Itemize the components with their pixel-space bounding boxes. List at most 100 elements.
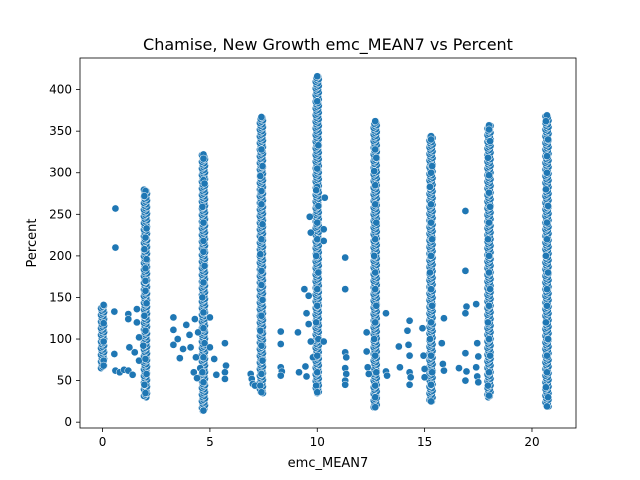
data-point — [542, 318, 550, 327]
data-point — [543, 152, 551, 160]
data-point — [544, 202, 552, 210]
data-point — [295, 368, 303, 377]
y-tick-label: 250 — [49, 207, 72, 221]
data-point — [304, 291, 313, 300]
data-point — [427, 285, 435, 293]
data-point — [427, 200, 435, 209]
data-point — [198, 202, 207, 211]
data-point — [191, 315, 199, 323]
data-point — [313, 97, 322, 106]
data-point — [133, 318, 141, 327]
data-point — [543, 218, 551, 227]
data-point — [257, 341, 266, 350]
data-point — [313, 351, 322, 360]
data-point — [486, 137, 494, 145]
data-point — [455, 364, 463, 372]
data-point — [341, 253, 350, 262]
data-point — [371, 285, 380, 293]
data-point — [193, 374, 201, 382]
data-point — [313, 368, 322, 377]
data-point — [110, 350, 119, 358]
data-point — [304, 320, 313, 328]
data-point — [142, 224, 151, 233]
data-point — [141, 276, 150, 285]
data-point — [544, 335, 552, 343]
data-point — [99, 319, 108, 328]
x-tick-label: 20 — [524, 435, 539, 449]
data-point — [474, 352, 483, 361]
data-point — [427, 380, 435, 389]
data-point — [544, 268, 552, 277]
data-point — [142, 255, 151, 264]
data-point — [141, 389, 150, 397]
data-point — [111, 204, 120, 213]
data-point — [302, 309, 311, 318]
data-point — [437, 339, 446, 348]
data-point — [99, 301, 108, 309]
data-point — [440, 314, 448, 323]
data-point — [363, 363, 372, 372]
data-point — [141, 264, 150, 273]
data-point — [200, 179, 209, 188]
data-point — [371, 235, 380, 244]
y-tick-label: 100 — [49, 332, 72, 346]
data-point — [312, 381, 321, 390]
data-point — [427, 135, 435, 144]
data-point — [427, 252, 435, 260]
data-point — [319, 337, 328, 346]
data-point — [371, 393, 380, 402]
data-point — [257, 267, 266, 275]
data-point — [419, 351, 428, 360]
data-point — [133, 305, 141, 313]
data-point — [312, 186, 321, 195]
data-point — [426, 335, 434, 343]
data-point — [428, 301, 436, 310]
data-point — [257, 311, 266, 320]
data-point — [294, 328, 302, 337]
data-point — [362, 328, 371, 337]
data-point — [135, 333, 143, 342]
data-point — [140, 245, 149, 254]
data-point — [320, 193, 329, 202]
data-point — [485, 301, 493, 310]
data-point — [257, 388, 266, 397]
data-point — [543, 168, 551, 177]
y-tick-label: 0 — [64, 415, 72, 429]
x-tick-label: 15 — [417, 435, 432, 449]
data-point — [258, 296, 267, 304]
data-point — [405, 380, 414, 389]
y-tick-label: 300 — [49, 166, 72, 180]
y-tick-label: 400 — [49, 83, 72, 97]
data-point — [199, 278, 208, 287]
data-point — [472, 300, 481, 308]
data-point — [199, 218, 208, 227]
data-point — [370, 167, 379, 175]
data-point — [395, 342, 403, 351]
data-point — [362, 347, 371, 356]
data-point — [371, 381, 380, 390]
data-point — [461, 207, 470, 215]
data-point — [542, 185, 550, 194]
data-point — [405, 351, 414, 360]
data-point — [99, 361, 108, 370]
data-point — [313, 164, 322, 173]
data-point — [313, 72, 322, 81]
data-point — [313, 285, 322, 293]
y-tick-label: 350 — [49, 124, 72, 138]
data-point — [543, 351, 551, 360]
data-point — [543, 402, 551, 411]
data-point — [256, 381, 265, 390]
data-point — [473, 339, 482, 348]
data-point — [139, 341, 148, 350]
data-point — [485, 391, 493, 400]
data-point — [199, 237, 208, 245]
data-point — [543, 235, 551, 244]
data-point — [370, 252, 379, 260]
y-tick-label: 150 — [49, 290, 72, 304]
data-point — [405, 316, 414, 325]
data-point — [140, 311, 149, 320]
data-point — [221, 375, 229, 383]
data-point — [486, 202, 494, 211]
